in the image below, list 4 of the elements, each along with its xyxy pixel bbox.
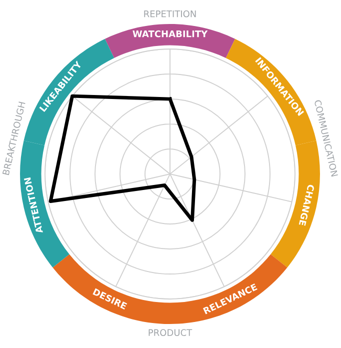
- spoke-label: WATCHABILITY: [132, 30, 208, 38]
- spoke-label: CHANGE: [298, 184, 315, 226]
- text: PRODUCT: [148, 329, 192, 336]
- text: REPETITION: [144, 10, 196, 18]
